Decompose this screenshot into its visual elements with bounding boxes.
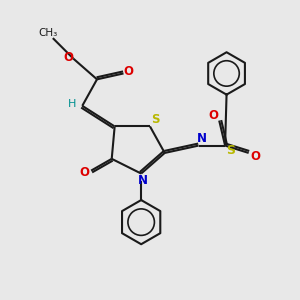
- Text: O: O: [208, 109, 218, 122]
- Text: O: O: [80, 166, 90, 178]
- Text: S: S: [151, 113, 159, 127]
- Text: S: S: [226, 144, 236, 158]
- Text: CH₃: CH₃: [39, 28, 58, 38]
- Text: O: O: [63, 51, 73, 64]
- Text: H: H: [68, 99, 76, 110]
- Text: O: O: [250, 150, 260, 163]
- Text: O: O: [124, 65, 134, 79]
- Text: N: N: [196, 132, 206, 145]
- Text: N: N: [138, 174, 148, 188]
